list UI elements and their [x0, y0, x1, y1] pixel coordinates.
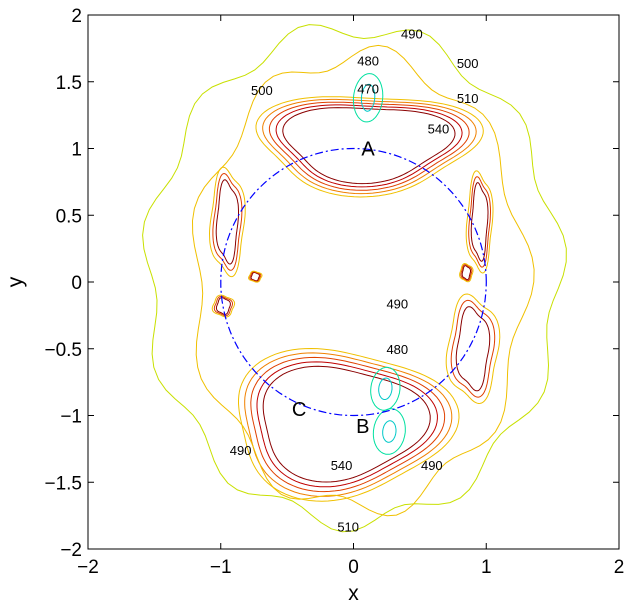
y-tick-label: −0.5 [44, 340, 82, 361]
contour-line [465, 170, 494, 274]
contour-line [450, 299, 496, 398]
contour-line [238, 347, 460, 502]
contour-line [250, 356, 446, 493]
contour-line [208, 166, 246, 278]
x-tick-label: 2 [614, 557, 625, 578]
point-label-b: B [356, 416, 369, 438]
contour-line [461, 265, 471, 281]
contour-line [255, 96, 484, 198]
y-tick-label: −1.5 [44, 473, 82, 494]
y-tick-label: −1 [60, 407, 82, 428]
y-tick-label: 1 [71, 140, 82, 161]
contour-line [282, 107, 456, 185]
contour-line [212, 172, 243, 271]
contour-label: 490 [421, 458, 443, 473]
contour-label: 500 [251, 83, 273, 98]
plot-labels: 490 480 500 470 500 510 540 490 480 490 540 490 510 A… [230, 27, 479, 535]
contour-lines [142, 24, 567, 533]
y-tick-label: −2 [60, 540, 82, 561]
y-tick-label: 2 [71, 6, 82, 27]
contour-line [249, 271, 262, 282]
contour-label: 510 [457, 91, 479, 106]
point-label-c: C [292, 399, 306, 421]
contour-line [445, 293, 501, 405]
contour-line [215, 297, 231, 315]
x-tick-label: −1 [210, 557, 232, 578]
contour-line [370, 366, 401, 411]
contour-line [372, 408, 406, 455]
contour-line [275, 104, 463, 188]
contour-line [211, 294, 236, 318]
contour-label: 470 [357, 81, 379, 96]
contour-label: 540 [331, 458, 353, 473]
x-tick-label: −2 [77, 557, 99, 578]
contour-label: 510 [337, 519, 359, 534]
contour-line [248, 270, 263, 283]
contour-line [256, 361, 438, 488]
reference-circle [220, 147, 487, 417]
contour-line [360, 83, 376, 112]
contour-label: 480 [386, 342, 408, 357]
contour-label: 500 [457, 56, 479, 71]
y-axis-label: y [4, 276, 27, 287]
contour-line [378, 377, 393, 400]
point-label-a: A [361, 139, 375, 161]
contour-line [459, 263, 474, 283]
y-tick-label: 1.5 [56, 73, 82, 94]
contour-line [460, 264, 473, 282]
contour-line [213, 295, 233, 317]
y-tick-label: 0.5 [56, 206, 82, 227]
contour-label: 490 [386, 296, 408, 311]
contour-line [455, 306, 491, 392]
contour-line [268, 101, 470, 191]
contour-line [215, 179, 239, 265]
contour-line [352, 73, 384, 123]
contour-line [470, 182, 489, 262]
contour-label: 540 [428, 121, 450, 136]
contour-line [142, 24, 567, 533]
contour-line [250, 272, 260, 282]
axis-ticks: −2 −1 0 1 2 −2 −1.5 −1 −0.5 0 0.5 1 1.5 2 [44, 6, 624, 578]
x-tick-label: 0 [348, 557, 359, 578]
x-axis-label: x [348, 582, 359, 604]
contour-label: 490 [401, 27, 423, 42]
x-tick-label: 1 [481, 557, 492, 578]
contour-line [262, 365, 431, 483]
y-tick-label: 0 [71, 273, 82, 294]
contour-label: 480 [357, 53, 379, 68]
contour-line [262, 98, 477, 195]
contour-line [191, 44, 535, 517]
contour-label: 490 [230, 443, 252, 458]
contour-line [382, 420, 397, 443]
